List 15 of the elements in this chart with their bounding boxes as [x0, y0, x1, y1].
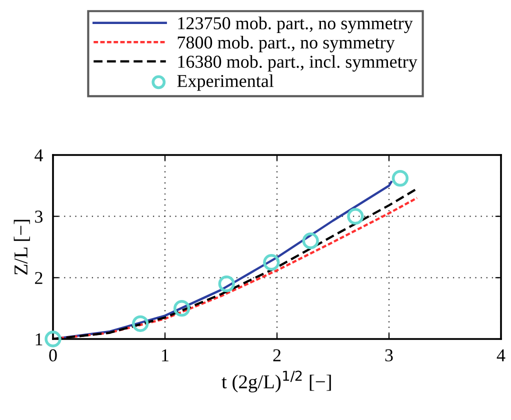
y-tick-label: 3	[35, 210, 43, 223]
y-axis-title: Z/L [−]	[14, 220, 30, 275]
legend-label: 7800 mob. part., no symmetry	[178, 36, 395, 52]
y-tick-label: 2	[35, 272, 42, 284]
y-tick-label: 1	[36, 333, 42, 346]
x-tick-label: 3	[385, 349, 393, 362]
legend-label: 16380 mob. part., incl. symmetry	[178, 55, 418, 72]
legend-label: 123750 mob. part., no symmetry	[178, 16, 413, 34]
x-tick-label: 1	[162, 349, 168, 362]
x-tick-label: 4	[496, 349, 506, 362]
x-axis-title: t (2g/L)$^{1/2}$ [−]	[222, 370, 331, 392]
legend-label: Experimental	[177, 74, 274, 91]
x-tick-label: 2	[273, 349, 281, 362]
y-tick-label: 4	[34, 149, 43, 162]
x-tick-label: 0	[49, 349, 57, 362]
